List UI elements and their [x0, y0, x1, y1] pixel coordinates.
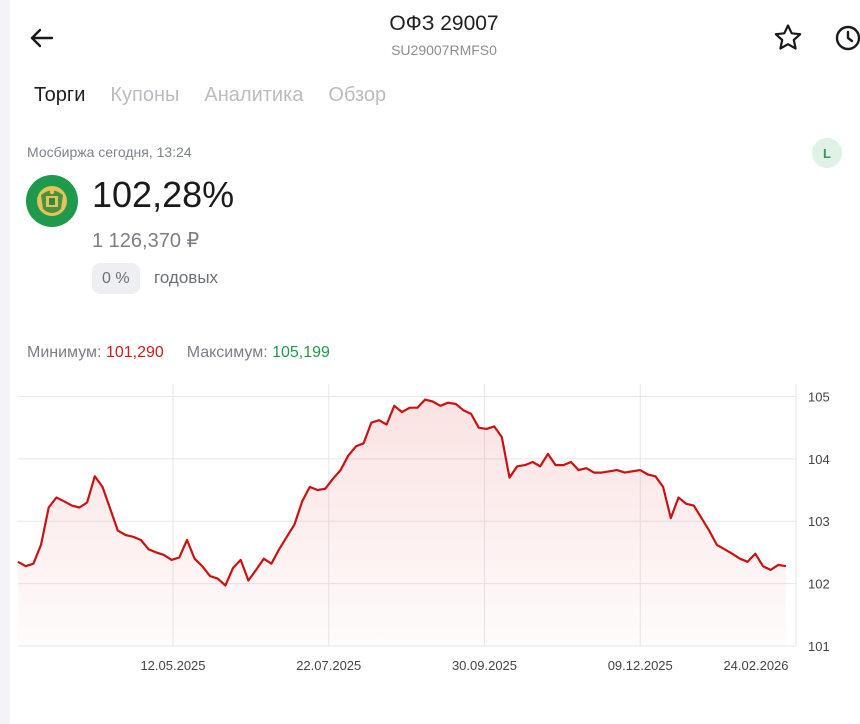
tab-overview[interactable]: Обзор: [328, 84, 387, 106]
x-tick-label: 30.09.2025: [452, 658, 517, 673]
clock-icon[interactable]: [832, 22, 860, 54]
y-tick-label: 103: [808, 514, 830, 529]
yield-label: годовых: [154, 268, 219, 287]
tab-analytics[interactable]: Аналитика: [204, 84, 304, 106]
tab-trading[interactable]: Торги: [34, 84, 86, 106]
header: ОФЗ 29007 SU29007RMFS0: [0, 0, 860, 70]
isin-code: SU29007RMFS0: [391, 42, 497, 58]
tab-coupons[interactable]: Купоны: [110, 84, 180, 106]
min-value: 101,290: [105, 344, 164, 361]
emblem-icon: [26, 175, 78, 227]
price-percent: 102,28%: [92, 174, 235, 215]
x-tick-label: 09.12.2025: [608, 658, 673, 673]
page-title: ОФЗ 29007: [389, 12, 499, 35]
price-line: [17, 398, 787, 587]
x-tick-label: 12.05.2025: [140, 658, 205, 673]
liquidity-badge[interactable]: L: [812, 138, 842, 168]
tab-bar: Торги Купоны Аналитика Обзор: [34, 84, 411, 107]
price-chart[interactable]: 105 104 103 102 101 12.05.2025 22.07.2025 30.09…: [0, 380, 860, 680]
back-arrow-icon[interactable]: [26, 22, 58, 54]
yield-badge: 0 %: [92, 263, 140, 294]
y-tick-label: 105: [808, 389, 830, 404]
price-area: [18, 399, 786, 646]
price-rubles: 1 126,370 ₽: [92, 230, 200, 252]
y-tick-label: 101: [808, 639, 830, 654]
exchange-time: Мосбиржа сегодня, 13:24: [27, 144, 192, 160]
star-icon[interactable]: [772, 22, 804, 54]
max-label: Максимум:: [186, 344, 268, 361]
y-tick-label: 104: [808, 452, 830, 467]
min-max-row: Минимум: 101,290 Максимум: 105,199: [27, 344, 330, 362]
max-value: 105,199: [272, 344, 330, 361]
min-label: Минимум:: [27, 344, 102, 361]
x-tick-label: 24.02.2026: [723, 658, 788, 673]
left-edge-strip: [0, 0, 10, 724]
y-tick-label: 102: [808, 577, 830, 592]
x-tick-label: 22.07.2025: [296, 658, 361, 673]
